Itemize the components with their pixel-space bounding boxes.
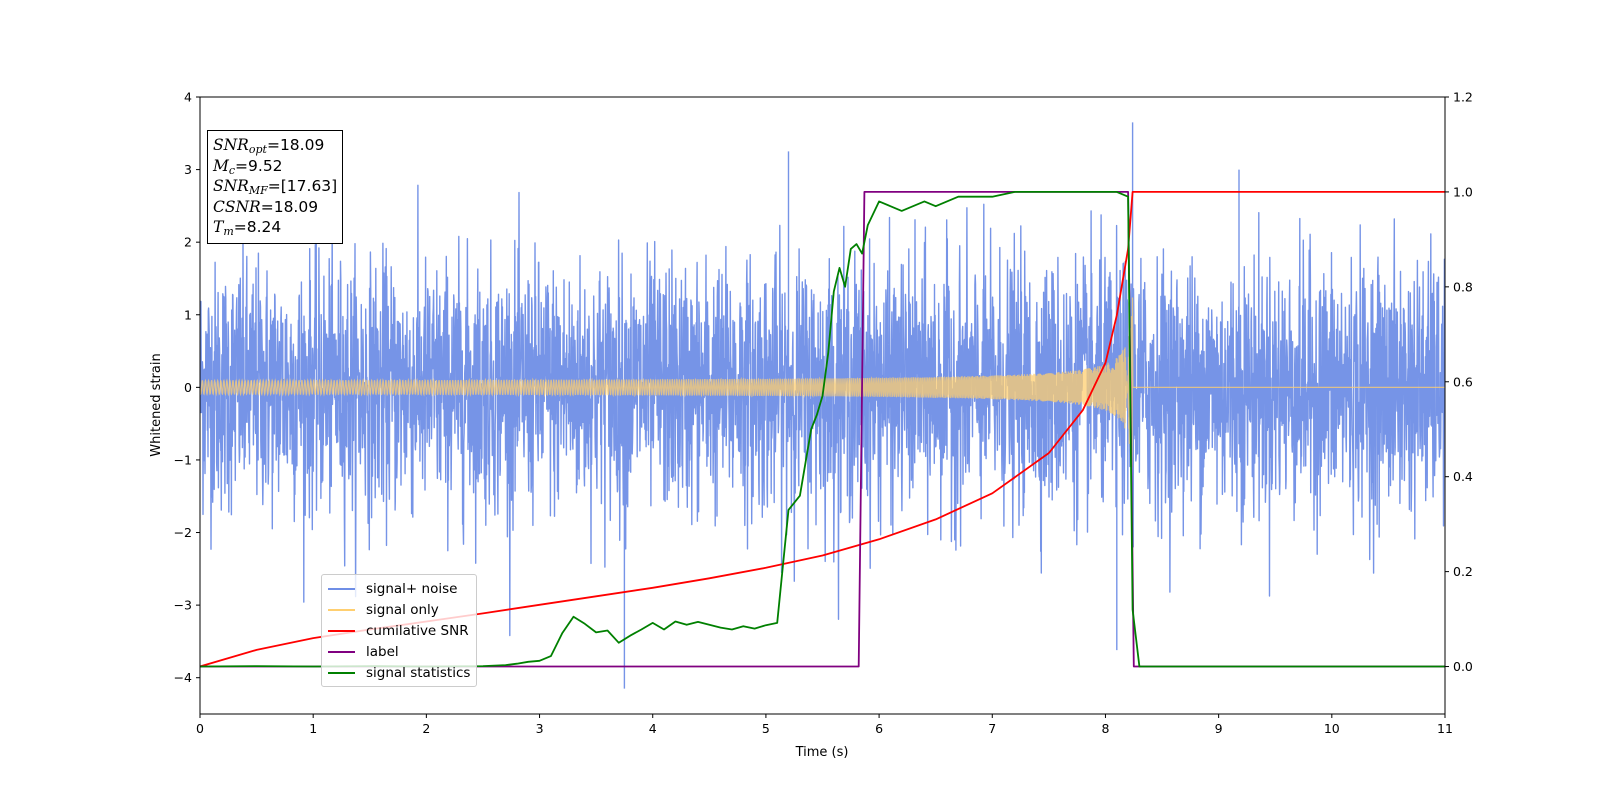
y-axis-left: 4 3 2 1 0 −1 −2 −3 −4 (174, 90, 200, 685)
snr-opt-line: SNRopt=18.09 (213, 136, 325, 156)
x-tick-label: 4 (649, 721, 657, 736)
y-tick-label: −2 (174, 525, 192, 540)
plot-area-frame (199, 96, 1446, 715)
legend-item-signal-noise: signal+ noise (328, 578, 470, 599)
tm-line: Tm=8.24 (213, 218, 282, 238)
x-tick-label: 11 (1437, 721, 1453, 736)
info-box: SNRopt=18.09 Mc=9.52 SNRMF=[17.63] CSNR=… (207, 130, 344, 244)
series-signal-statistics-line (200, 190, 1445, 668)
x-tick-label: 6 (875, 721, 883, 736)
legend-swatch (328, 671, 355, 674)
snr-mf-line: SNRMF=[17.63] (213, 177, 338, 197)
y-axis-right: 1.2 1.0 0.8 0.6 0.4 0.2 0.0 (1445, 90, 1473, 674)
mc-line: Mc=9.52 (213, 156, 283, 177)
x-tick-label: 0 (196, 721, 204, 736)
x-tick-label: 10 (1324, 721, 1340, 736)
y-tick-label: 2 (184, 235, 192, 250)
y-tick-label: 4 (184, 90, 192, 105)
y2-tick-label: 1.0 (1453, 184, 1473, 199)
y-tick-label: 3 (184, 162, 192, 177)
legend-swatch (328, 650, 355, 653)
x-tick-label: 1 (309, 721, 317, 736)
y-tick-label: −4 (174, 670, 192, 685)
x-tick-label: 5 (762, 721, 770, 736)
legend-swatch (328, 629, 355, 632)
legend: signal+ noise signal only cumilative SNR… (321, 574, 478, 687)
series-signal-noise-line (200, 122, 1445, 689)
y2-tick-label: 0.2 (1453, 564, 1473, 579)
x-tick-label: 2 (422, 721, 430, 736)
legend-item-cumulative-snr: cumilative SNR (328, 620, 470, 641)
legend-swatch (328, 587, 355, 590)
legend-swatch (328, 608, 355, 611)
x-axis: 0 1 2 3 4 5 6 7 8 9 10 11 (196, 714, 1453, 736)
y-tick-label: 1 (184, 307, 192, 322)
y2-tick-label: 1.2 (1453, 90, 1473, 105)
x-axis-label: Time (s) (795, 745, 849, 760)
x-tick-label: 9 (1215, 721, 1223, 736)
x-tick-label: 7 (988, 721, 996, 736)
x-tick-label: 3 (536, 721, 544, 736)
y2-tick-label: 0.8 (1453, 279, 1473, 294)
y-tick-label: 0 (184, 380, 192, 395)
y-tick-label: −3 (174, 598, 192, 613)
legend-item-signal-statistics: signal statistics (328, 662, 470, 683)
x-tick-label: 8 (1101, 721, 1109, 736)
y2-tick-label: 0.0 (1453, 659, 1473, 674)
y-tick-label: −1 (174, 452, 192, 467)
legend-item-label: label (328, 641, 470, 662)
csnr-line: CSNR=18.09 (213, 197, 319, 216)
legend-item-signal-only: signal only (328, 599, 470, 620)
y-axis-label: Whitened strain (149, 353, 164, 456)
y2-tick-label: 0.6 (1453, 374, 1473, 389)
y2-tick-label: 0.4 (1453, 469, 1473, 484)
